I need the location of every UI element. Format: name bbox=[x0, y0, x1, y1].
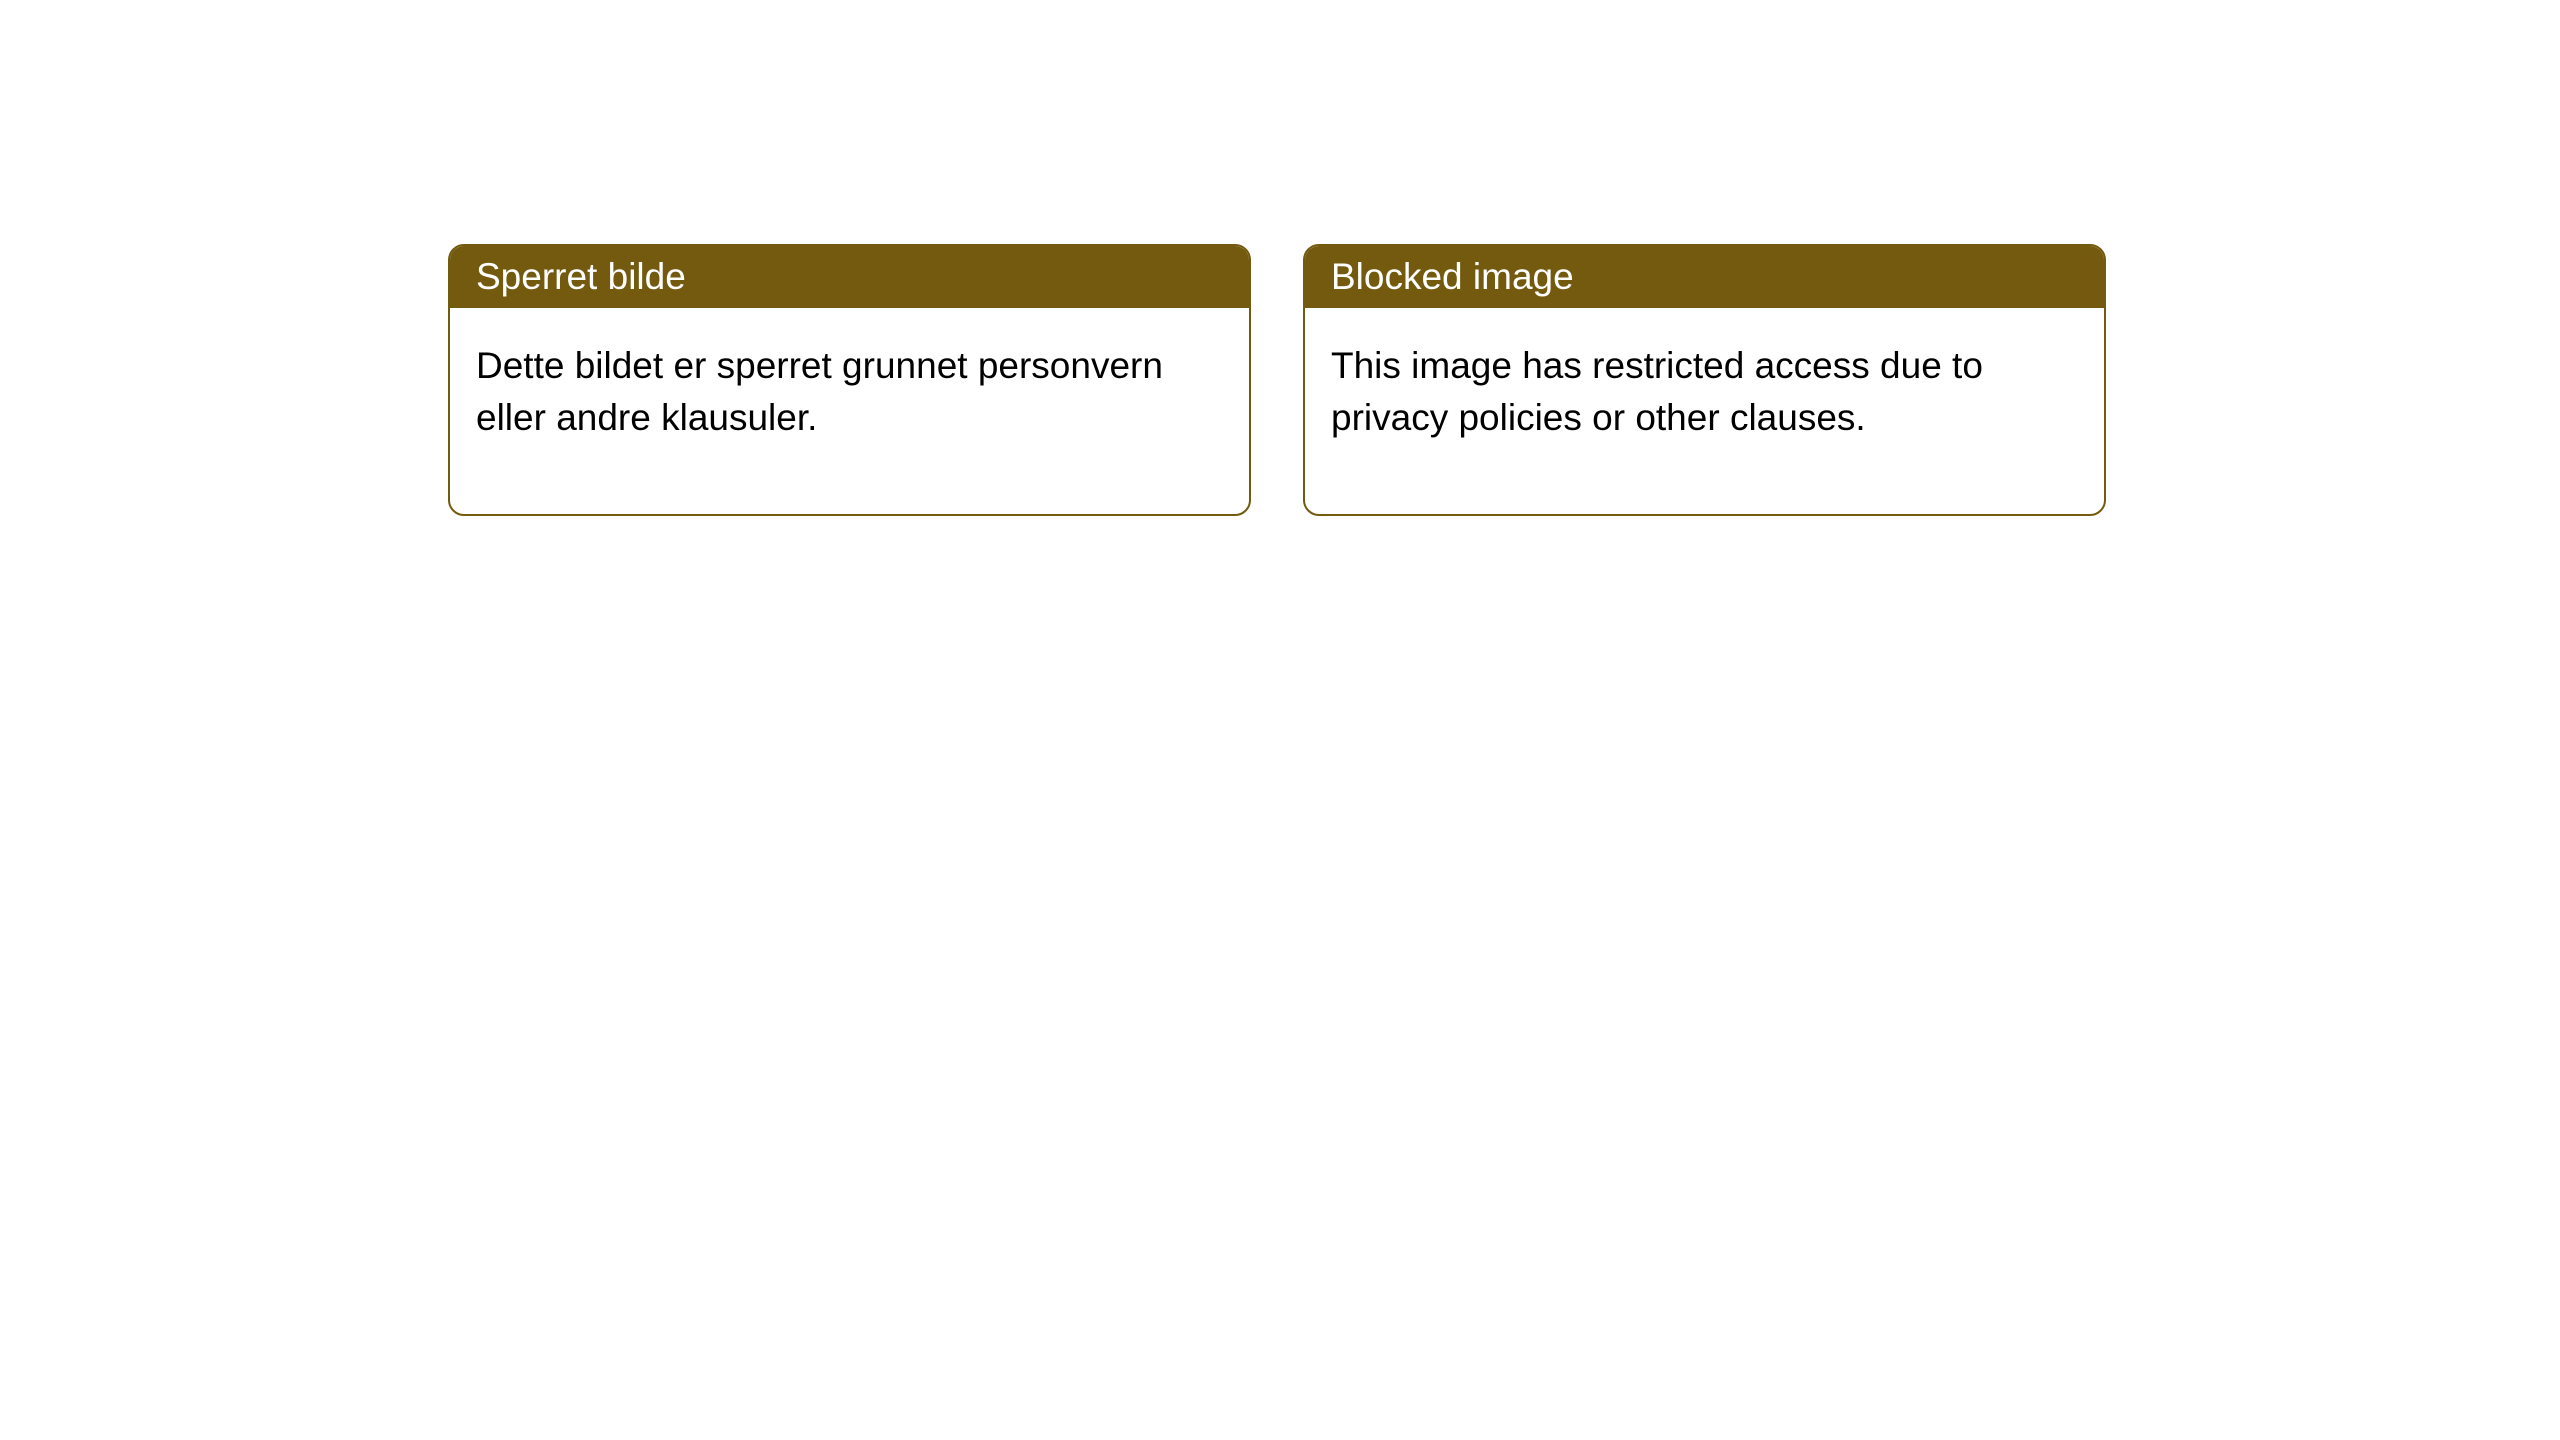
notice-body: This image has restricted access due to … bbox=[1305, 308, 2104, 514]
notice-title: Blocked image bbox=[1305, 246, 2104, 308]
notice-container: Sperret bilde Dette bildet er sperret gr… bbox=[0, 0, 2560, 516]
notice-card-english: Blocked image This image has restricted … bbox=[1303, 244, 2106, 516]
notice-body: Dette bildet er sperret grunnet personve… bbox=[450, 308, 1249, 514]
notice-title: Sperret bilde bbox=[450, 246, 1249, 308]
notice-card-norwegian: Sperret bilde Dette bildet er sperret gr… bbox=[448, 244, 1251, 516]
